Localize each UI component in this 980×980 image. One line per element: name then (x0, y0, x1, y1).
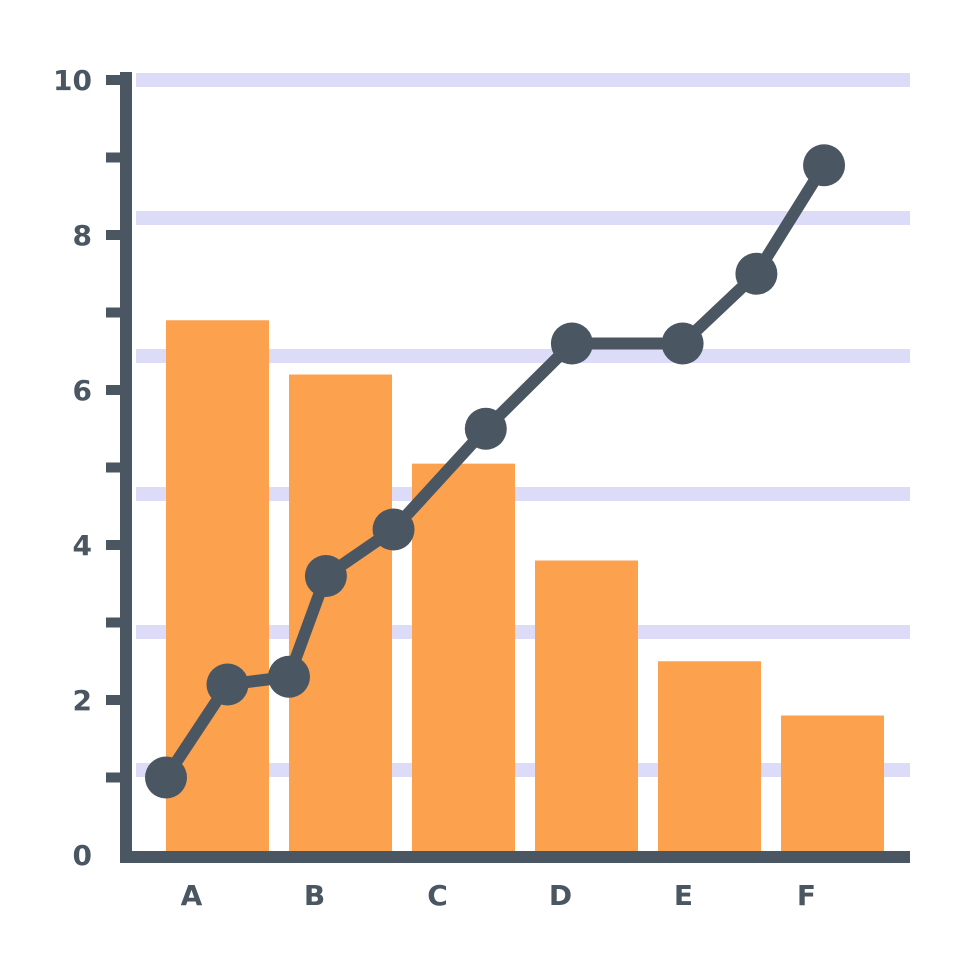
line-point-7 (661, 322, 704, 365)
gridline-2 (136, 349, 910, 363)
y-tick-mark-8 (106, 230, 126, 240)
gridline-1 (136, 211, 910, 225)
line-point-1 (206, 663, 249, 706)
x-axis-line (120, 851, 910, 863)
y-tick-label-2: 2 (73, 684, 92, 717)
axes (106, 72, 910, 863)
bar-C (412, 463, 515, 855)
x-tick-label-B: B (304, 879, 325, 912)
y-tick-label-4: 4 (73, 529, 92, 562)
y-tick-mark-5 (106, 462, 126, 473)
y-tick-label-10: 10 (53, 64, 92, 97)
line-point-6 (550, 322, 593, 365)
line-point-8 (735, 252, 778, 295)
y-tick-label-6: 6 (73, 374, 92, 407)
bar-F (781, 715, 884, 855)
y-tick-mark-2 (106, 695, 126, 705)
y-tick-label-8: 8 (73, 219, 92, 252)
line-point-4 (372, 508, 415, 551)
line-path (160, 159, 831, 784)
y-tick-mark-4 (106, 540, 126, 550)
line-point-3 (304, 555, 347, 597)
bar-E (658, 661, 761, 855)
y-tick-mark-3 (106, 617, 126, 628)
gridline-0 (136, 73, 910, 87)
x-tick-label-C: C (427, 879, 448, 912)
x-tick-label-E: E (674, 879, 693, 912)
y-tick-label-0: 0 (73, 839, 92, 872)
line-point-0 (145, 756, 187, 799)
bar-D (535, 560, 638, 855)
y-tick-mark-10 (106, 75, 126, 85)
line-point-2 (268, 655, 310, 698)
y-tick-mark-9 (106, 152, 126, 163)
x-tick-label-D: D (549, 879, 572, 912)
tick-labels: 0 2 4 6 8 10 A B C D E F (53, 64, 816, 912)
line-point-5 (464, 407, 507, 450)
y-tick-mark-1 (106, 772, 126, 783)
x-tick-label-A: A (181, 879, 203, 912)
y-tick-mark-7 (106, 307, 126, 318)
x-tick-label-F: F (797, 879, 816, 912)
y-tick-mark-6 (106, 385, 126, 395)
line-point-9 (803, 144, 846, 187)
bar-B (289, 374, 392, 855)
line-series (145, 144, 846, 799)
